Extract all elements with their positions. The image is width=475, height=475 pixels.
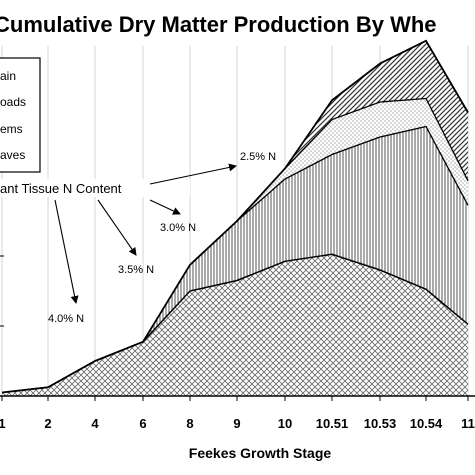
area-layers bbox=[1, 39, 469, 396]
total-boundary bbox=[1, 39, 469, 394]
area-oads bbox=[2, 40, 468, 393]
arrow-3-0 bbox=[149, 199, 181, 215]
annotation-background bbox=[0, 179, 190, 197]
x-tick-label: 10 bbox=[278, 416, 292, 431]
x-tick-label: 10.54 bbox=[410, 416, 443, 431]
annotation-main: ant Tissue N Content bbox=[0, 181, 122, 196]
axes bbox=[0, 115, 475, 401]
annotation-3-0: 3.0% N bbox=[160, 222, 196, 234]
arrow-2-5 bbox=[149, 163, 237, 185]
annotations: ant Tissue N Content 2.5% N 3.0% N 3.5% … bbox=[0, 151, 276, 325]
x-tick-label: 6 bbox=[139, 416, 146, 431]
x-tick-label: 9 bbox=[233, 416, 240, 431]
legend-entry: ain bbox=[0, 69, 16, 83]
legend-box bbox=[0, 57, 41, 173]
area-aves bbox=[2, 126, 468, 393]
legend-entry: ems bbox=[0, 122, 23, 136]
x-tick-label: 10.53 bbox=[364, 416, 397, 431]
x-tick-labels: 1 2 4 6 8 9 10 10.51 10.53 10.54 11 bbox=[0, 416, 475, 431]
arrow-4-0 bbox=[54, 199, 79, 304]
chart-title: Cumulative Dry Matter Production By Whe bbox=[0, 12, 437, 37]
x-axis-label: Feekes Growth Stage bbox=[189, 445, 332, 461]
annotation-2-5: 2.5% N bbox=[240, 151, 276, 163]
x-tick-label: 8 bbox=[186, 416, 193, 431]
arrow-3-5 bbox=[97, 199, 137, 256]
legend: ain oads ems aves bbox=[0, 57, 41, 173]
x-tick-label: 10.51 bbox=[316, 416, 349, 431]
area-ain bbox=[2, 254, 468, 396]
x-tick-label: 1 bbox=[0, 416, 6, 431]
x-tick-label: 2 bbox=[44, 416, 51, 431]
legend-entry: aves bbox=[0, 148, 25, 162]
annotation-3-5: 3.5% N bbox=[118, 264, 154, 276]
x-tick-label: 4 bbox=[91, 416, 99, 431]
annotation-4-0: 4.0% N bbox=[48, 313, 84, 325]
legend-entry: oads bbox=[0, 95, 26, 109]
x-tick-label: 11 bbox=[461, 416, 475, 431]
